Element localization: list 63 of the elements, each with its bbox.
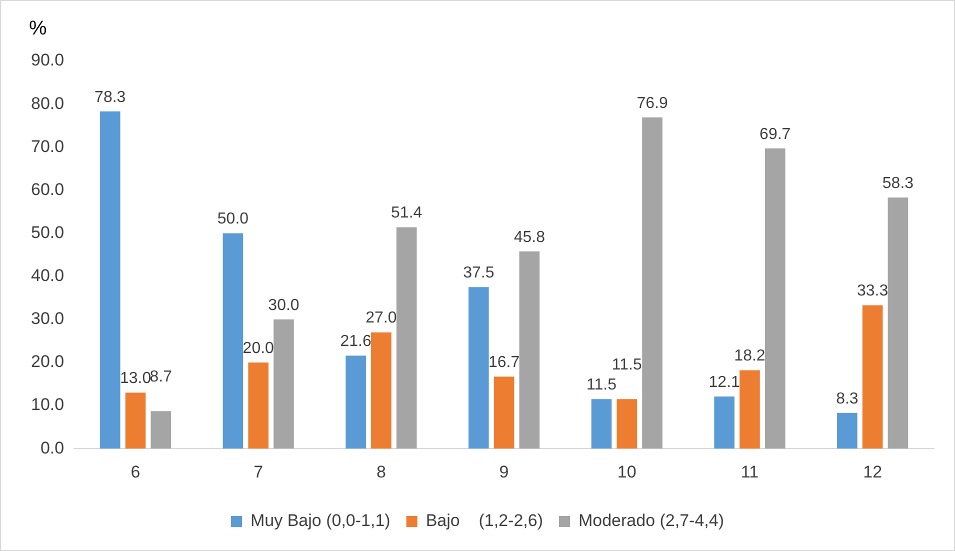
data-label: 76.9: [636, 94, 668, 112]
y-tick-label: 90.0: [30, 50, 64, 70]
data-label: 69.7: [760, 126, 791, 143]
bar: [764, 148, 786, 449]
data-label: 51.4: [391, 204, 422, 222]
bar: [222, 233, 244, 449]
bar: [371, 332, 392, 449]
data-label: 78.3: [94, 88, 126, 106]
data-label: 37.5: [463, 264, 494, 282]
bar: [616, 399, 638, 449]
x-tick-label: 7: [254, 462, 264, 482]
data-label: 20.0: [242, 340, 274, 357]
y-tick-label: 50.0: [30, 222, 64, 242]
data-label: 13.0: [120, 370, 152, 388]
bar: [862, 305, 883, 449]
data-label: 16.7: [488, 354, 520, 372]
bar: [837, 412, 858, 449]
bar: [274, 319, 294, 449]
y-tick-label: 30.0: [30, 309, 64, 328]
y-tick-label: 40.0: [30, 266, 64, 286]
data-label: 27.0: [366, 310, 397, 327]
x-tick-label: 6: [130, 462, 140, 482]
x-tick-label: 10: [617, 462, 636, 482]
bar: [125, 392, 146, 449]
data-label: 12.1: [708, 374, 740, 391]
data-label: 18.2: [734, 348, 766, 365]
bar: [150, 411, 172, 449]
bar: [468, 287, 489, 449]
y-axis-title: %: [29, 18, 47, 40]
y-tick-label: 20.0: [30, 352, 64, 372]
data-label: 11.5: [612, 356, 642, 374]
bar: [100, 111, 120, 449]
data-label: 11.5: [586, 376, 617, 394]
bar: [740, 370, 760, 449]
data-label: 30.0: [268, 296, 300, 314]
bar: [494, 376, 514, 449]
data-label: 33.3: [857, 282, 888, 300]
x-tick-label: 9: [499, 462, 509, 482]
bar: [248, 362, 269, 449]
data-label: 8.3: [836, 390, 858, 408]
bar: [714, 396, 734, 449]
data-label: 8.7: [150, 368, 172, 386]
x-tick-label: 12: [863, 462, 882, 482]
data-label: 58.3: [882, 174, 914, 192]
y-tick-label: 0.0: [40, 438, 64, 458]
legend-label: Muy Bajo (0,0-1,1): [250, 511, 390, 530]
data-label: 45.8: [514, 228, 546, 246]
legend-label: Bajo (1,2-2,6): [426, 511, 543, 530]
x-tick-label: 8: [376, 462, 386, 482]
x-tick-label: 11: [740, 462, 759, 482]
bar: [519, 251, 540, 449]
bar: [346, 356, 366, 449]
bar: [591, 399, 612, 449]
data-label: 50.0: [217, 210, 249, 228]
legend-label: Moderado (2,7-4,4): [578, 511, 724, 530]
y-tick-label: 60.0: [30, 180, 64, 199]
y-tick-label: 10.0: [30, 395, 64, 414]
y-tick-label: 80.0: [30, 94, 64, 113]
data-label: 21.6: [340, 332, 372, 350]
y-tick-label: 70.0: [30, 136, 64, 156]
bar: [396, 227, 417, 449]
bar: [888, 198, 908, 449]
bar: [642, 117, 662, 449]
